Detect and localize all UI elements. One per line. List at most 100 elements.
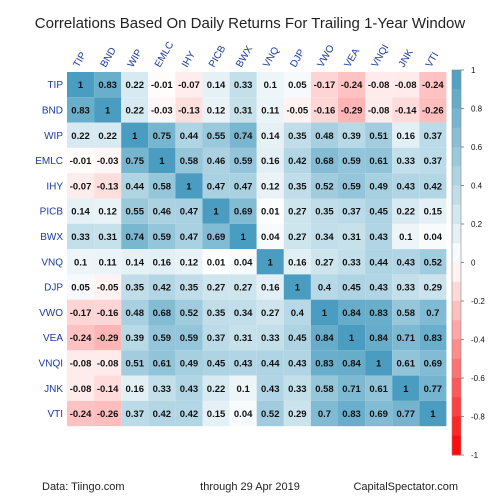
heatmap-cell: [94, 97, 122, 123]
scale-tick-label: -1: [471, 451, 479, 460]
cell-value: 0.49: [180, 358, 199, 369]
heatmap-cell: [148, 223, 176, 250]
column-label: JNK: [397, 47, 416, 69]
heatmap-cell: [256, 299, 284, 325]
cell-value: 0.16: [153, 257, 172, 268]
scale-segment: [452, 320, 461, 340]
heatmap-cell: [148, 147, 176, 174]
cell-value: 0.37: [207, 333, 226, 344]
row-label: IHY: [46, 181, 63, 192]
cell-value: 0.61: [397, 358, 416, 369]
heatmap-cell: [121, 147, 149, 174]
cell-value: 0.83: [71, 105, 90, 116]
heatmap-cell: [175, 400, 203, 427]
heatmap-cell: [310, 400, 338, 427]
heatmap-cell: [148, 72, 176, 98]
heatmap-cell: [338, 223, 366, 250]
heatmap-cell: [148, 375, 176, 401]
heatmap-cell: [67, 97, 95, 123]
heatmap-cell: [310, 274, 338, 300]
heatmap-cell: [175, 299, 203, 325]
row-labels: TIP BND WIP EMLC IHY PICB BWX VNQ DJP VWO VEA VNQI J…: [35, 80, 63, 420]
scale-segment: [452, 185, 461, 206]
heatmap-cell: [419, 122, 447, 148]
heatmap-cell: [392, 375, 420, 401]
cell-value: 0.45: [288, 333, 307, 344]
heatmap-cell: [365, 173, 393, 199]
cell-value: 0.16: [288, 257, 307, 268]
heatmap-cell: [67, 400, 95, 427]
cell-value: 1: [349, 333, 355, 344]
cell-value: -0.08: [395, 80, 417, 91]
heatmap-cell: [392, 173, 420, 199]
cell-value: 0.51: [126, 358, 145, 369]
cell-value: 0.59: [342, 181, 361, 192]
cell-value: 0.4: [291, 308, 305, 319]
heatmap-cell: [365, 223, 393, 250]
heatmap-cell: [283, 249, 311, 275]
cell-value: 0.35: [315, 207, 334, 218]
cell-value: 0.68: [315, 156, 334, 167]
chart-title: Correlations Based On Daily Returns For …: [35, 15, 466, 32]
cell-value: 0.55: [126, 207, 145, 218]
cell-value: 0.05: [288, 80, 307, 91]
heatmap-cell: [310, 375, 338, 401]
cell-value: 0.33: [261, 333, 280, 344]
cell-value: -0.05: [97, 283, 119, 294]
scale-tick-label: 0.6: [471, 143, 483, 152]
cell-value: 0.27: [315, 257, 334, 268]
heatmap-cell: [202, 122, 230, 148]
heatmap-cell: [283, 274, 311, 300]
cell-value: -0.08: [97, 358, 119, 369]
cell-value: 0.15: [424, 207, 443, 218]
column-label: TIP: [72, 50, 89, 69]
heatmap-cell: [202, 147, 230, 174]
heatmap-cell: [338, 198, 366, 224]
cell-value: -0.08: [70, 358, 92, 369]
heatmap-cell: [392, 274, 420, 300]
row-label: BND: [42, 105, 63, 116]
cell-value: -0.13: [178, 105, 200, 116]
heatmap-cell: [283, 173, 311, 199]
heatmap-cell: [365, 299, 393, 325]
heatmap-cell: [202, 249, 230, 275]
cell-value: 0.83: [98, 80, 117, 91]
heatmap-cell: [229, 147, 257, 174]
heatmap-cell: [175, 325, 203, 351]
heatmap-cell: [419, 400, 447, 427]
heatmap-cell: [365, 350, 393, 376]
heatmap-cell: [94, 223, 122, 250]
heatmap-cell: [121, 223, 149, 250]
cell-value: 0.35: [288, 181, 307, 192]
cell-value: 0.59: [342, 156, 361, 167]
heatmap-cell: [202, 223, 230, 250]
heatmap-cell: [283, 400, 311, 427]
cell-value: 0.39: [342, 131, 361, 142]
cell-value: 0.45: [369, 207, 388, 218]
heatmap-cell: [67, 173, 95, 199]
cell-value: 0.48: [126, 308, 145, 319]
heatmap-cell: [175, 274, 203, 300]
heatmap-cell: [148, 173, 176, 199]
row-label: WIP: [44, 131, 63, 142]
heatmap-cell: [283, 122, 311, 148]
heatmap-cell: [229, 375, 257, 401]
heatmap-cell: [202, 198, 230, 224]
cell-value: -0.14: [395, 105, 417, 116]
cell-value: 0.37: [126, 409, 145, 420]
heatmap-cell: [94, 274, 122, 300]
heatmap-cell: [310, 173, 338, 199]
heatmap-cell: [148, 400, 176, 427]
column-label: BND: [99, 46, 119, 70]
cell-value: 0.33: [397, 156, 416, 167]
heatmap-cell: [202, 350, 230, 376]
cell-value: 0.61: [369, 384, 388, 395]
cell-value: 0.44: [261, 358, 280, 369]
row-label: PICB: [40, 207, 64, 218]
cell-value: 0.31: [234, 105, 253, 116]
cell-value: -0.05: [287, 105, 309, 116]
cell-value: -0.03: [97, 156, 119, 167]
cell-value: 1: [186, 181, 192, 192]
heatmap-cell: [283, 198, 311, 224]
